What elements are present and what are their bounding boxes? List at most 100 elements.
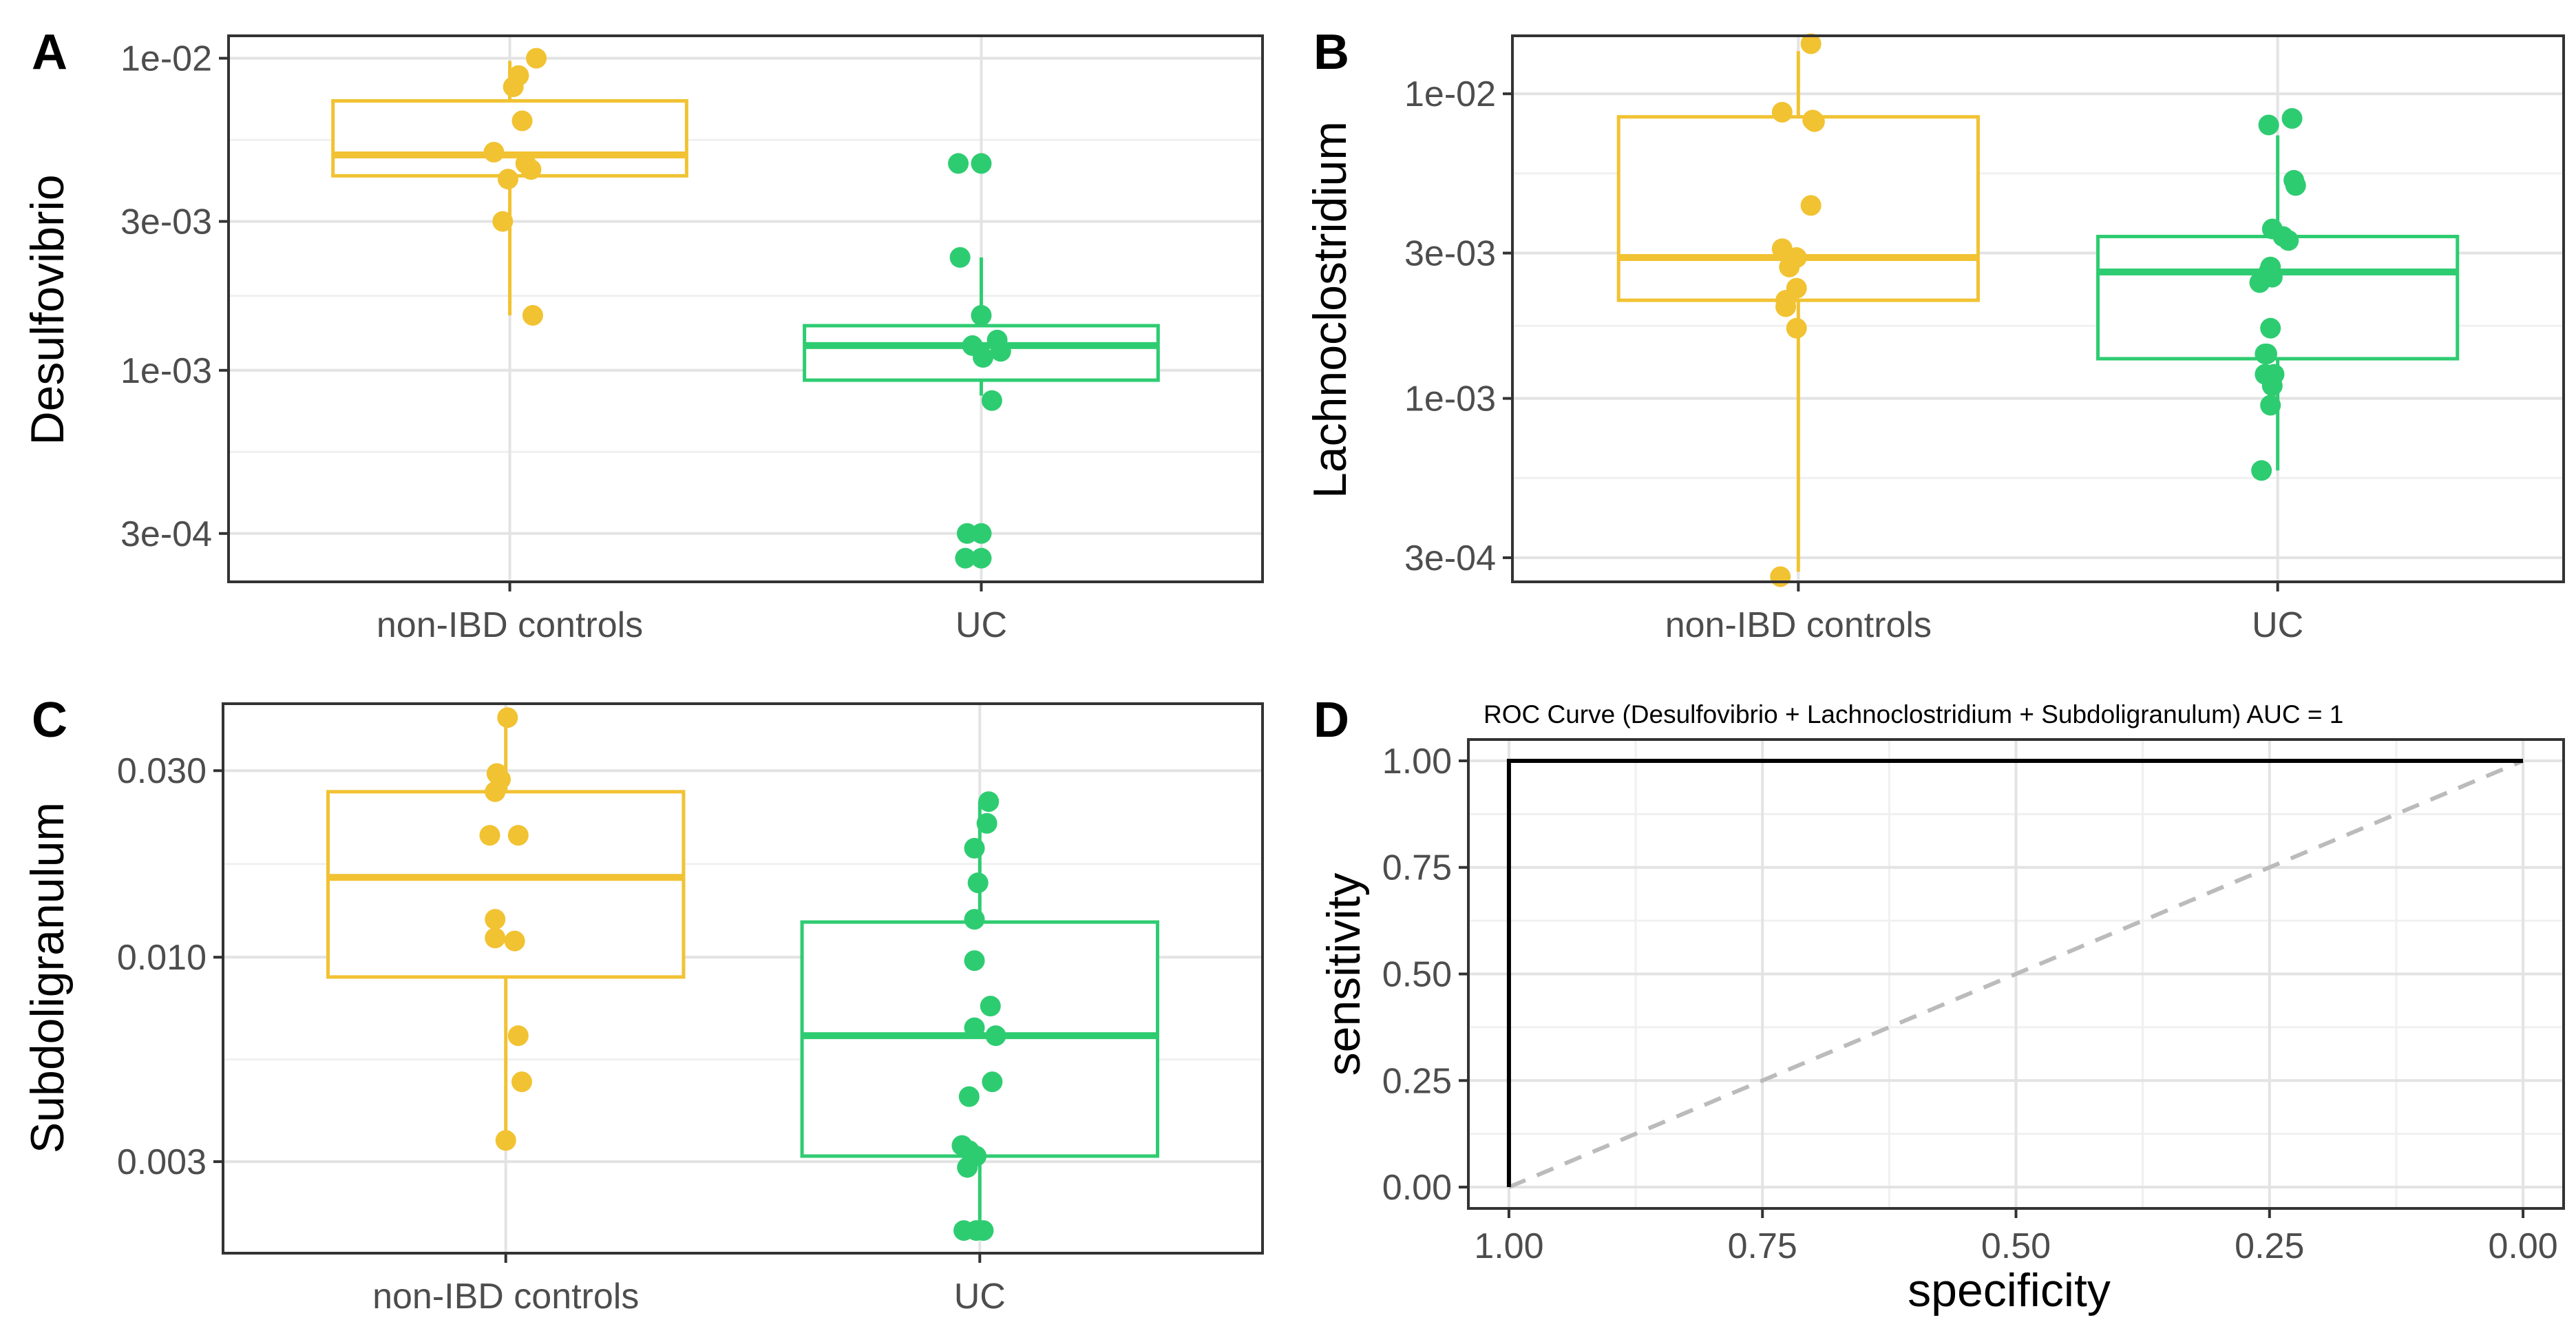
- box: [326, 790, 686, 979]
- data-point: [956, 523, 978, 544]
- data-point: [971, 304, 992, 326]
- data-point: [964, 950, 985, 972]
- data-point: [2278, 230, 2299, 251]
- data-point: [515, 153, 536, 174]
- data-point: [971, 153, 992, 174]
- x-tick-label: 0.00: [2488, 1226, 2557, 1266]
- data-point: [964, 1017, 985, 1038]
- y-axis-title: Subdoligranulum: [21, 802, 74, 1153]
- data-point: [1800, 195, 1822, 216]
- data-point: [485, 909, 506, 930]
- y-tick-label: 0.25: [1382, 1061, 1452, 1101]
- y-tick-label: 0.50: [1382, 955, 1452, 995]
- x-axis-title: specificity: [1908, 1264, 2111, 1317]
- x-tick-label: non-IBD controls: [372, 1277, 639, 1317]
- roc-line: [1506, 758, 2524, 1188]
- box: [331, 99, 688, 178]
- y-tick-label: 1.00: [1382, 742, 1452, 782]
- y-tick-label: 1e-03: [1404, 379, 1496, 419]
- x-tick-label: non-IBD controls: [377, 605, 643, 645]
- data-point: [1779, 256, 1800, 277]
- data-point: [2251, 460, 2272, 481]
- data-point: [2256, 343, 2277, 364]
- data-point: [492, 211, 514, 232]
- x-tick-label: 0.75: [1728, 1226, 1797, 1266]
- y-tick-label: 0.003: [117, 1142, 207, 1182]
- panel-c: 0.003 0.010 0.030 non-IBD controls UC Subdoli…: [21, 693, 1264, 1317]
- x-tick-label: 0.25: [2235, 1226, 2304, 1266]
- panel-d: 1.00 0.75 0.50 0.25 0.00 0.00 0.25 0.50 0.75 1.00…: [1313, 693, 2565, 1317]
- box: [1616, 115, 1980, 302]
- data-point: [485, 781, 506, 802]
- y-tick-label: 0.010: [117, 938, 207, 978]
- y-axis-title: sensitivity: [1318, 873, 1370, 1076]
- panel-border: [1467, 738, 2565, 1210]
- data-point: [507, 1025, 529, 1047]
- data-point: [504, 930, 525, 952]
- data-point: [2260, 317, 2281, 339]
- y-tick-label: 3e-03: [120, 202, 212, 242]
- data-point: [2285, 175, 2306, 196]
- data-point: [971, 523, 992, 544]
- x-tick-label: 0.50: [1981, 1226, 2051, 1266]
- y-axis-title: Desulfovibrio: [21, 174, 74, 445]
- data-point: [2260, 395, 2281, 416]
- panel-letter: D: [1313, 693, 1349, 748]
- x-tick-label: 1.00: [1474, 1226, 1543, 1266]
- data-point: [2261, 375, 2283, 397]
- data-point: [949, 247, 971, 268]
- data-point: [503, 76, 524, 98]
- data-point: [2249, 272, 2270, 293]
- data-point: [2258, 114, 2279, 136]
- x-tick-label: non-IBD controls: [1665, 605, 1932, 645]
- data-point: [971, 547, 992, 569]
- y-tick-label: 1e-02: [120, 39, 212, 79]
- panel-border: [227, 34, 1264, 583]
- x-tick-label: UC: [2252, 605, 2303, 645]
- panel-letter: B: [1313, 25, 1349, 80]
- data-point: [483, 142, 505, 163]
- data-point: [497, 707, 518, 728]
- data-point: [1800, 33, 1822, 54]
- data-point: [990, 341, 1011, 362]
- data-point: [1802, 109, 1824, 131]
- panel-b: 3e-04 1e-03 3e-03 1e-02 non-IBD controls UC La…: [1304, 25, 2565, 645]
- chart-title: ROC Curve (Desulfovibrio + Lachnoclostri…: [1484, 700, 2343, 728]
- data-point: [980, 996, 1001, 1017]
- data-point: [973, 1220, 994, 1241]
- data-point: [511, 1071, 532, 1093]
- data-point: [497, 169, 518, 190]
- panel-a: 3e-04 1e-03 3e-03 1e-02 non-IBD controls UC De…: [21, 25, 1264, 645]
- panel-letter: C: [32, 693, 67, 748]
- data-point: [479, 825, 500, 846]
- data-point: [2281, 108, 2303, 129]
- data-point: [982, 1071, 1003, 1093]
- data-point: [964, 837, 985, 859]
- y-tick-label: 1e-02: [1404, 74, 1496, 114]
- y-tick-label: 0.75: [1382, 848, 1452, 888]
- y-tick-label: 3e-04: [1404, 538, 1496, 578]
- data-point: [1770, 566, 1791, 587]
- data-point: [958, 1086, 980, 1107]
- data-point: [948, 153, 969, 174]
- data-point: [967, 872, 989, 894]
- y-tick-label: 3e-04: [120, 514, 212, 554]
- data-point: [485, 927, 506, 949]
- data-point: [981, 390, 1002, 411]
- data-point: [973, 347, 994, 368]
- data-point: [957, 1157, 978, 1178]
- data-point: [964, 909, 985, 930]
- y-axis-title: Lachnoclostridium: [1304, 121, 1356, 499]
- y-tick-label: 0.00: [1382, 1168, 1452, 1208]
- data-point: [978, 791, 1000, 812]
- chance-line: [1508, 759, 2524, 1189]
- panel-border: [222, 702, 1264, 1255]
- y-tick-label: 0.030: [117, 751, 207, 791]
- y-tick-label: 3e-03: [1404, 234, 1496, 274]
- data-point: [495, 1130, 516, 1151]
- box: [2096, 234, 2460, 361]
- x-tick-label: UC: [956, 605, 1007, 645]
- y-tick-label: 1e-03: [120, 351, 212, 391]
- data-point: [511, 110, 533, 132]
